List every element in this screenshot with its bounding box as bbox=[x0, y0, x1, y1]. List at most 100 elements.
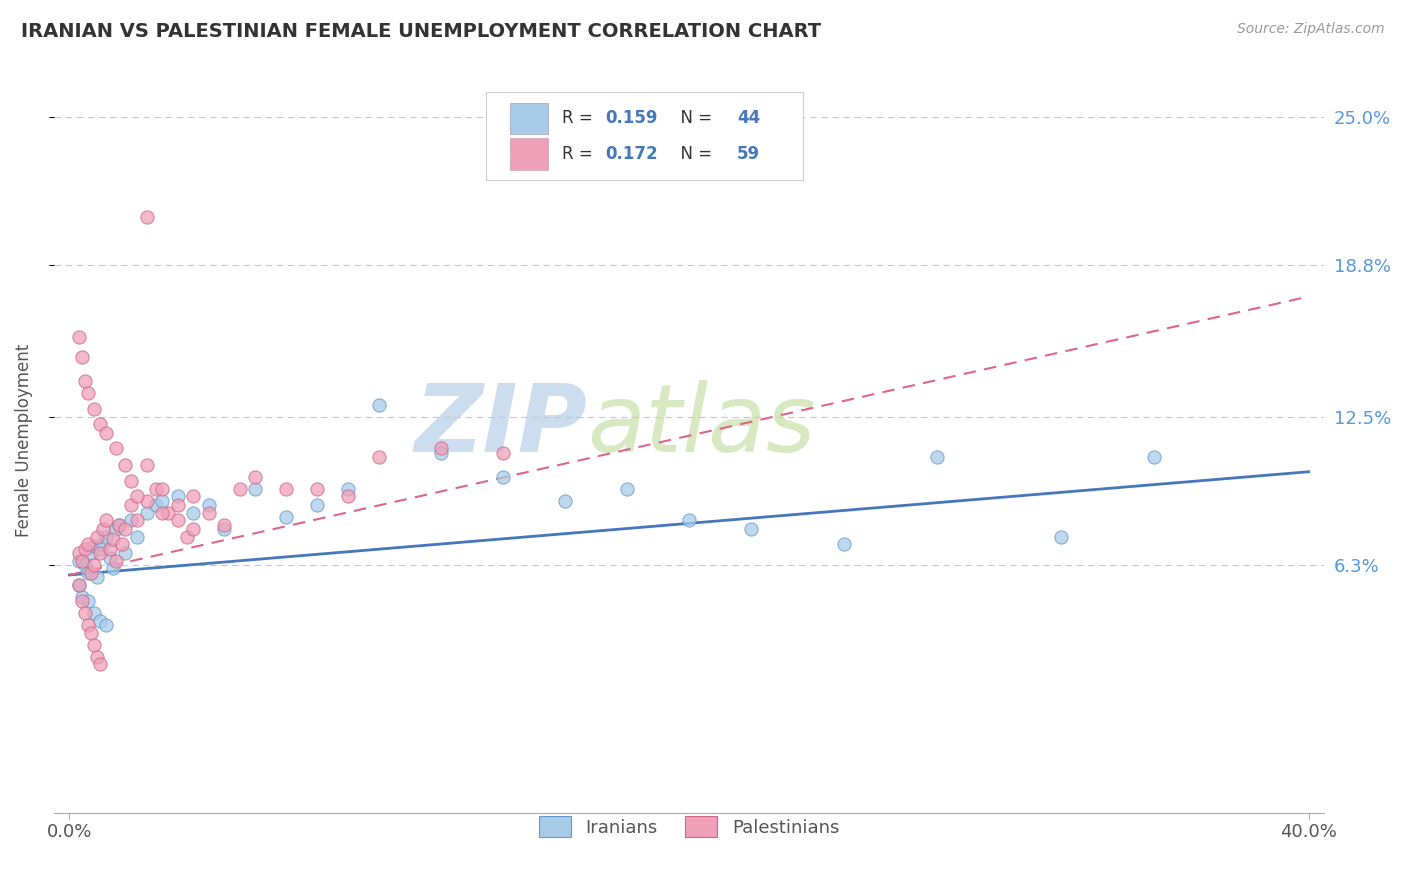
Point bbox=[83, 607, 105, 621]
Point bbox=[73, 558, 96, 573]
Point bbox=[740, 522, 762, 536]
Point bbox=[307, 499, 329, 513]
Point bbox=[337, 489, 360, 503]
Point bbox=[96, 530, 118, 544]
Point bbox=[98, 541, 121, 556]
Text: Source: ZipAtlas.com: Source: ZipAtlas.com bbox=[1237, 22, 1385, 37]
Point bbox=[368, 398, 391, 412]
Point bbox=[925, 450, 948, 465]
Point bbox=[145, 499, 167, 513]
Point bbox=[554, 493, 576, 508]
Point bbox=[89, 614, 111, 628]
Point bbox=[114, 546, 136, 560]
Text: 44: 44 bbox=[737, 110, 761, 128]
Point bbox=[150, 493, 173, 508]
Point bbox=[80, 546, 103, 560]
FancyBboxPatch shape bbox=[510, 138, 548, 169]
Point bbox=[135, 493, 157, 508]
Point bbox=[197, 499, 219, 513]
Point bbox=[67, 577, 90, 591]
Point bbox=[104, 522, 127, 536]
Point bbox=[166, 513, 188, 527]
Point bbox=[80, 625, 103, 640]
Point bbox=[337, 482, 360, 496]
Point bbox=[197, 506, 219, 520]
Point bbox=[96, 513, 118, 527]
Point bbox=[73, 374, 96, 388]
Point bbox=[67, 553, 90, 567]
Point bbox=[101, 532, 124, 546]
Point bbox=[616, 482, 638, 496]
Point bbox=[67, 546, 90, 560]
Point bbox=[101, 560, 124, 574]
Point bbox=[70, 594, 93, 608]
Point bbox=[150, 506, 173, 520]
Point bbox=[166, 489, 188, 503]
Point bbox=[832, 537, 855, 551]
Point bbox=[368, 450, 391, 465]
Point bbox=[111, 537, 134, 551]
Text: atlas: atlas bbox=[588, 380, 815, 471]
Point bbox=[67, 577, 90, 591]
Point bbox=[120, 475, 142, 489]
Text: ZIP: ZIP bbox=[415, 380, 588, 472]
Point bbox=[135, 458, 157, 472]
Point bbox=[77, 618, 100, 632]
Point bbox=[127, 489, 149, 503]
Point bbox=[83, 638, 105, 652]
Y-axis label: Female Unemployment: Female Unemployment bbox=[15, 344, 32, 537]
Point bbox=[276, 482, 298, 496]
Point bbox=[104, 553, 127, 567]
Text: 0.159: 0.159 bbox=[605, 110, 658, 128]
Point bbox=[77, 594, 100, 608]
Point bbox=[145, 482, 167, 496]
Legend: Iranians, Palestinians: Iranians, Palestinians bbox=[531, 809, 846, 845]
Point bbox=[67, 330, 90, 344]
Point bbox=[96, 618, 118, 632]
Point bbox=[1049, 530, 1071, 544]
Point bbox=[492, 469, 515, 483]
Point bbox=[93, 537, 115, 551]
Point bbox=[307, 482, 329, 496]
Point bbox=[77, 385, 100, 400]
Point bbox=[1143, 450, 1166, 465]
Point bbox=[70, 553, 93, 567]
Point bbox=[228, 482, 250, 496]
Text: 0.172: 0.172 bbox=[605, 145, 658, 163]
Point bbox=[120, 513, 142, 527]
Point bbox=[108, 517, 131, 532]
Point bbox=[150, 482, 173, 496]
Point bbox=[245, 469, 267, 483]
Point bbox=[181, 506, 204, 520]
Point bbox=[114, 458, 136, 472]
Text: N =: N = bbox=[669, 145, 717, 163]
Point bbox=[77, 566, 100, 580]
Text: IRANIAN VS PALESTINIAN FEMALE UNEMPLOYMENT CORRELATION CHART: IRANIAN VS PALESTINIAN FEMALE UNEMPLOYME… bbox=[21, 22, 821, 41]
Text: 59: 59 bbox=[737, 145, 761, 163]
Point bbox=[86, 570, 108, 584]
Point bbox=[212, 517, 235, 532]
Point bbox=[70, 350, 93, 364]
Point bbox=[430, 441, 453, 455]
Point bbox=[114, 522, 136, 536]
Point bbox=[89, 546, 111, 560]
Point bbox=[96, 426, 118, 441]
Point bbox=[83, 558, 105, 573]
Point bbox=[135, 211, 157, 225]
Point bbox=[86, 649, 108, 664]
Point bbox=[157, 506, 180, 520]
Point bbox=[93, 522, 115, 536]
Point bbox=[73, 541, 96, 556]
Point bbox=[73, 607, 96, 621]
Point bbox=[89, 657, 111, 671]
Point bbox=[678, 513, 700, 527]
Point bbox=[181, 522, 204, 536]
Point bbox=[430, 445, 453, 459]
Point bbox=[83, 402, 105, 417]
Point bbox=[181, 489, 204, 503]
Point bbox=[80, 566, 103, 580]
Text: R =: R = bbox=[562, 145, 598, 163]
Text: N =: N = bbox=[669, 110, 717, 128]
Point bbox=[166, 499, 188, 513]
Point bbox=[108, 517, 131, 532]
